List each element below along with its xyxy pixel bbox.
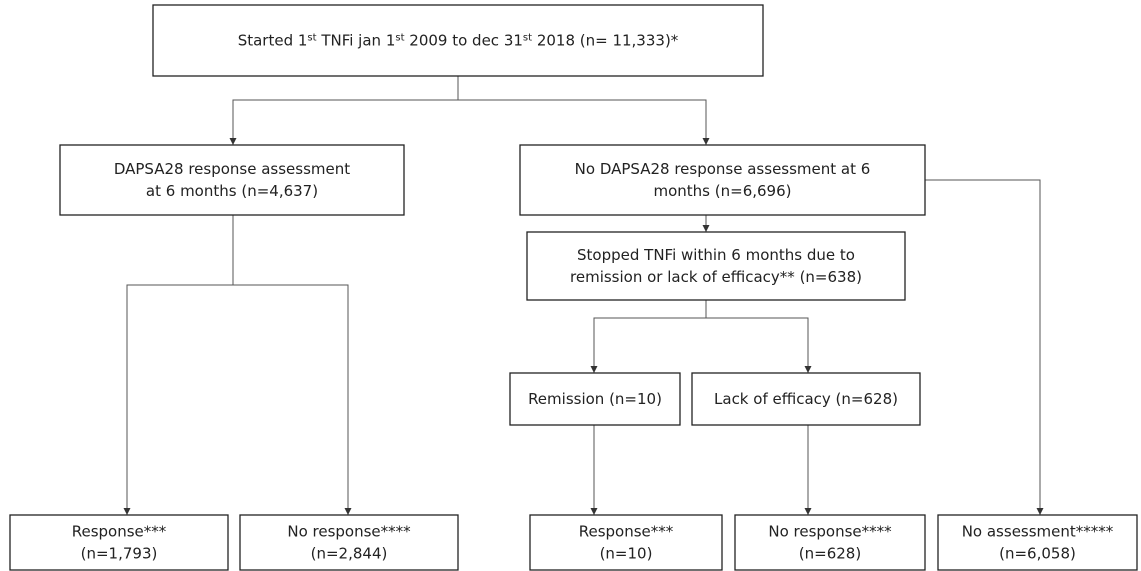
node-label: Response***	[72, 523, 167, 541]
node-box	[691, 372, 921, 426]
text-segment: 2018 (n= 11,333)*	[532, 32, 679, 50]
node-box	[734, 514, 926, 571]
node: Remission (n=10)	[509, 372, 681, 426]
node-label: (n=10)	[600, 545, 653, 563]
node: Started 1st TNFi jan 1st 2009 to dec 31s…	[152, 4, 764, 77]
connector	[593, 317, 809, 330]
node-box	[519, 144, 926, 216]
node: No DAPSA28 response assessment at 6 month…	[519, 144, 926, 216]
node-label: (n=628)	[799, 545, 861, 563]
superscript: st	[395, 32, 404, 43]
connectors	[123, 76, 1044, 515]
node-label: Lack of efficacy (n=628)	[714, 390, 898, 408]
node-label: (n=2,844)	[311, 545, 388, 563]
connector	[126, 284, 349, 300]
node-label: months (n=6,696)	[654, 182, 792, 200]
node-label: Started 1st TNFi jan 1st 2009 to dec 31s…	[238, 32, 679, 50]
node-label: Stopped TNFi within 6 months due to	[577, 246, 855, 264]
node-label: No response****	[287, 523, 411, 541]
node-box	[937, 514, 1138, 571]
arrow	[925, 179, 1044, 515]
node: No response**** (n=628)	[734, 514, 926, 571]
node-label: remission or lack of efficacy** (n=638)	[570, 268, 862, 286]
node-label: No DAPSA28 response assessment at 6	[575, 160, 871, 178]
node-box	[59, 144, 405, 216]
node: No assessment***** (n=6,058)	[937, 514, 1138, 571]
node-box	[509, 372, 681, 426]
node-label: DAPSA28 response assessment	[114, 160, 350, 178]
text-segment: TNFi jan 1	[317, 32, 396, 50]
superscript: st	[523, 32, 532, 43]
node: Response*** (n=10)	[529, 514, 723, 571]
node: No response**** (n=2,844)	[239, 514, 459, 571]
node: Lack of efficacy (n=628)	[691, 372, 921, 426]
text-segment: 2009 to dec 31	[405, 32, 523, 50]
node-label: No assessment*****	[962, 523, 1114, 541]
text-segment: Started 1	[238, 32, 308, 50]
node-label: (n=6,058)	[999, 545, 1076, 563]
superscript: st	[307, 32, 316, 43]
node-box	[526, 231, 906, 301]
node: DAPSA28 response assessment at 6 months (…	[59, 144, 405, 216]
node-box	[529, 514, 723, 571]
node-label: (n=1,793)	[81, 545, 158, 563]
node-box	[152, 4, 764, 77]
node-label: No response****	[768, 523, 892, 541]
connector	[232, 99, 707, 110]
node-label: Remission (n=10)	[528, 390, 662, 408]
node-box	[239, 514, 459, 571]
node: Stopped TNFi within 6 months due to remis…	[526, 231, 906, 301]
node-label: Response***	[579, 523, 674, 541]
node-label: at 6 months (n=4,637)	[146, 182, 318, 200]
node: Response*** (n=1,793)	[9, 514, 229, 571]
node-box	[9, 514, 229, 571]
nodes: Started 1st TNFi jan 1st 2009 to dec 31s…	[9, 4, 1138, 571]
